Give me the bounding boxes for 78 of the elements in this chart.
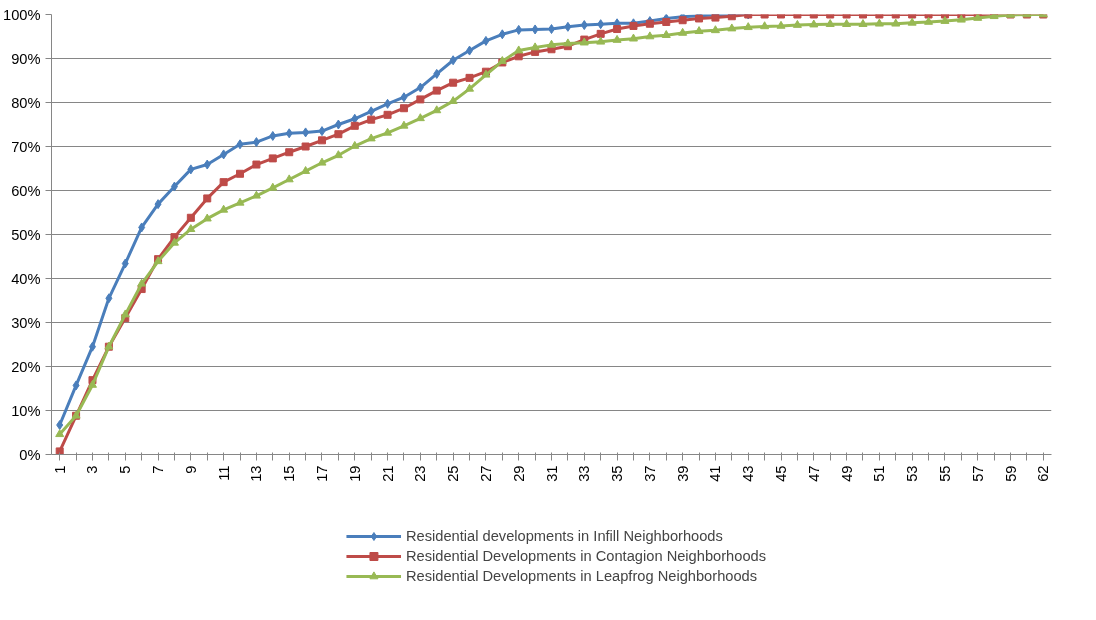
point [302, 127, 310, 138]
point [56, 420, 64, 431]
point [498, 29, 506, 40]
point [433, 68, 441, 79]
x-tick-label: 21 [379, 465, 396, 482]
x-tick-label: 29 [510, 465, 527, 482]
x-tick-label: 59 [1002, 465, 1019, 482]
point [203, 159, 211, 170]
point [236, 139, 244, 150]
x-tick-label: 31 [543, 465, 560, 482]
y-tick-label: 100% [3, 6, 41, 23]
x-tick-label: 3 [84, 465, 101, 474]
point [220, 149, 228, 160]
point [72, 380, 80, 391]
point [597, 19, 605, 30]
x-tick-label: 37 [641, 465, 658, 482]
x-tick-label: 13 [248, 465, 265, 482]
x-tick-label: 9 [182, 465, 199, 474]
legend-label: Residential developments in Infill Neighborhoods [405, 528, 723, 544]
point [285, 128, 293, 139]
y-tick-label: 0% [19, 446, 41, 463]
point [138, 222, 146, 233]
x-tick-label: 27 [477, 465, 494, 482]
legend-label: Residential Developments in Contagion Neighborhoods [405, 548, 767, 564]
point [580, 20, 588, 31]
point [466, 45, 474, 56]
x-tick-label: 41 [707, 465, 724, 482]
point [121, 258, 129, 269]
point [531, 24, 539, 35]
point [318, 126, 326, 137]
x-tick-label: 62 [1035, 465, 1052, 482]
point [416, 82, 424, 93]
y-tick-label: 60% [11, 182, 41, 199]
point [384, 98, 392, 109]
x-tick-label: 19 [346, 465, 363, 482]
y-tick-label: 40% [11, 270, 41, 287]
x-tick-label: 45 [773, 465, 790, 482]
x-tick-label: 5 [117, 465, 134, 474]
x-tick-label: 53 [904, 465, 921, 482]
point [88, 341, 96, 352]
y-tick-label: 10% [11, 402, 41, 419]
point [351, 113, 359, 124]
point [367, 106, 375, 117]
x-tick-label: 57 [969, 465, 986, 482]
point [400, 92, 408, 103]
point [170, 181, 178, 192]
point [515, 24, 523, 35]
y-tick-label: 70% [11, 138, 41, 155]
y-tick-label: 20% [11, 358, 41, 375]
x-tick-label: 51 [871, 465, 888, 482]
point [449, 55, 457, 66]
x-tick-label: 15 [281, 465, 298, 482]
x-tick-label: 47 [805, 465, 822, 482]
point [105, 293, 113, 304]
x-tick-label: 43 [740, 465, 757, 482]
y-tick-label: 50% [11, 226, 41, 243]
x-tick-label: 39 [674, 465, 691, 482]
point [482, 35, 490, 46]
legend-label: Residential Developments in Leapfrog Neighborhoods [405, 568, 758, 584]
x-tick-label: 55 [936, 465, 953, 482]
x-tick-label: 35 [609, 465, 626, 482]
point [252, 137, 260, 148]
y-tick-label: 30% [11, 314, 41, 331]
x-tick-label: 49 [838, 465, 855, 482]
y-tick-label: 90% [11, 50, 41, 67]
x-tick-label: 33 [576, 465, 593, 482]
x-tick-label: 7 [150, 465, 167, 474]
y-tick-label: 80% [11, 94, 41, 111]
x-tick-label: 11 [215, 465, 232, 481]
x-tick-label: 1 [51, 465, 68, 474]
point [334, 119, 342, 130]
point [154, 199, 162, 210]
x-tick-label: 17 [313, 465, 330, 482]
x-tick-label: 25 [445, 465, 462, 482]
point [187, 164, 195, 175]
point [269, 130, 277, 141]
point [564, 21, 572, 32]
x-tick-label: 23 [412, 465, 429, 482]
